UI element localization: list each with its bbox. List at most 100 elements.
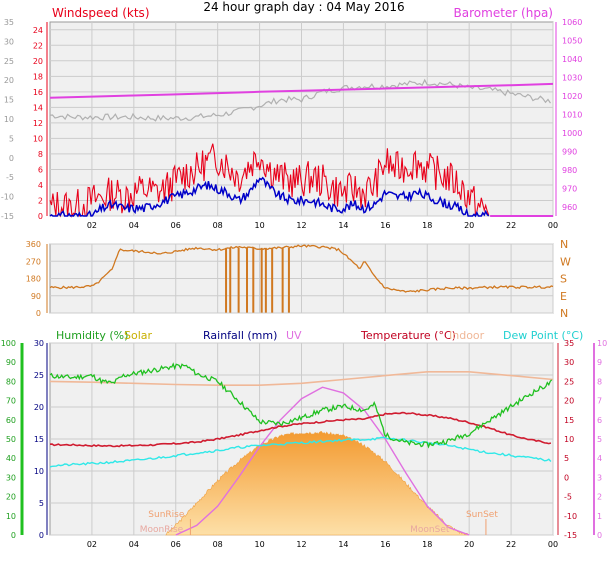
- dewpoint-axis-label: Dew Point (°C): [503, 329, 583, 342]
- rain-tick-label: 10: [34, 467, 44, 476]
- wind-tick-label: 20: [33, 57, 43, 66]
- wind-x-tick-label: 08: [213, 221, 223, 230]
- wind-x-tick-label: 18: [422, 221, 432, 230]
- temp-tick-label: 0: [564, 473, 569, 482]
- compass-label: S: [560, 273, 567, 286]
- wind-baro-panel: 024681012141618202224-15-10-505101520253…: [1, 6, 582, 230]
- compass-label: N: [560, 307, 568, 320]
- rain-tick-label: 20: [34, 403, 44, 412]
- baro-tick-label: 1020: [562, 92, 582, 101]
- uv-tick-label: 9: [597, 358, 602, 367]
- rain-tick-label: 0: [39, 531, 44, 540]
- indoor-label: Indoor: [449, 329, 485, 342]
- sunrise-annotation: SunRise: [148, 510, 185, 520]
- temp-tick-label: 15: [564, 416, 574, 425]
- humidity-series-line: [49, 362, 553, 449]
- temp-tick-label: -10: [564, 512, 577, 521]
- baro-tick-label: 1060: [562, 18, 582, 27]
- direction-series-group: [49, 244, 554, 313]
- baro-tick-label: 970: [562, 184, 577, 193]
- wind-x-tick-label: 14: [338, 221, 348, 230]
- uv-tick-label: 5: [597, 435, 602, 444]
- dir-tick-label: 0: [36, 309, 41, 318]
- wind-tick-label: 24: [33, 26, 43, 35]
- temp-tick-label: 30: [564, 358, 574, 367]
- compass-label: W: [560, 255, 571, 268]
- temperature-series-line: [49, 411, 552, 448]
- dir-tick-label: 90: [31, 292, 41, 301]
- humidity-tick-label: 60: [6, 416, 16, 425]
- moonrise-annotation: MoonRise: [140, 525, 184, 535]
- compass-label: E: [560, 290, 567, 303]
- temp-x-tick-label: 08: [213, 540, 223, 549]
- avg-wind-series-line: [49, 176, 490, 218]
- temp-tick-label: -5: [564, 493, 572, 502]
- temp-axes: 0510152025300102030405060708090100-15-10…: [1, 339, 607, 549]
- uv-tick-label: 1: [597, 512, 602, 521]
- humidity-tick-label: 50: [6, 435, 16, 444]
- wind-tick-label: 4: [38, 181, 43, 190]
- wind-axis-label: Windspeed (kts): [52, 6, 150, 20]
- temp-x-tick-label: 04: [129, 540, 139, 549]
- dir-tick-label: 360: [26, 240, 41, 249]
- humidity-tick-label: 30: [6, 473, 16, 482]
- dir-tick-label: 270: [26, 257, 41, 266]
- humidity-tick-label: 100: [1, 339, 16, 348]
- wind-x-tick-label: 12: [296, 221, 306, 230]
- temp-x-tick-label: 06: [171, 540, 181, 549]
- temp-tick-label: 20: [564, 397, 574, 406]
- uv-tick-label: 4: [597, 454, 602, 463]
- humidity-axis-label: Humidity (%): [56, 329, 128, 342]
- temp-series-group: [49, 362, 554, 536]
- wind-x-tick-label: 00: [548, 221, 558, 230]
- temperature-axis-label: Temperature (°C): [360, 329, 456, 342]
- outer-tick-label: -10: [1, 193, 14, 202]
- uv-tick-label: 6: [597, 416, 602, 425]
- solar-label: Solar: [124, 329, 153, 342]
- rain-tick-label: 15: [34, 435, 44, 444]
- wind-x-tick-label: 22: [506, 221, 516, 230]
- rainfall-axis-label: Rainfall (mm): [203, 329, 277, 342]
- wind-x-tick-label: 16: [380, 221, 390, 230]
- outer-tick-label: 15: [4, 96, 14, 105]
- baro-tick-label: 1000: [562, 129, 582, 138]
- uv-tick-label: 10: [597, 339, 607, 348]
- baro-tick-label: 960: [562, 203, 577, 212]
- humidity-tick-label: 40: [6, 454, 16, 463]
- temp-x-tick-label: 00: [548, 540, 558, 549]
- moonset-annotation: MoonSet: [410, 525, 450, 535]
- wind-x-tick-label: 04: [129, 221, 139, 230]
- wind-tick-label: 22: [33, 41, 43, 50]
- uv-tick-label: 2: [597, 493, 602, 502]
- dir-tick-label: 180: [26, 275, 41, 284]
- uv-tick-label: 8: [597, 377, 602, 386]
- direction-grid: [50, 243, 554, 314]
- barometer-series-line: [49, 82, 554, 99]
- uv-tick-label: 3: [597, 473, 602, 482]
- wind-series-group: [49, 78, 554, 218]
- humidity-tick-label: 70: [6, 397, 16, 406]
- outer-tick-label: 0: [9, 154, 14, 163]
- outer-tick-label: 20: [4, 76, 14, 85]
- outer-tick-label: 10: [4, 115, 14, 124]
- outer-tick-label: 5: [9, 134, 14, 143]
- temp-tick-label: 35: [564, 339, 574, 348]
- outer-tick-label: 35: [4, 18, 14, 27]
- humidity-tick-label: 0: [11, 531, 16, 540]
- baro-tick-label: 1010: [562, 110, 582, 119]
- wind-x-tick-label: 06: [171, 221, 181, 230]
- wind-x-tick-label: 02: [87, 221, 97, 230]
- baro-tick-label: 990: [562, 147, 577, 156]
- baro-tick-label: 1030: [562, 73, 582, 82]
- wind-tick-label: 10: [33, 134, 43, 143]
- humidity-tick-label: 80: [6, 377, 16, 386]
- temp-x-tick-label: 18: [422, 540, 432, 549]
- temp-tick-label: -15: [564, 531, 577, 540]
- baro-axis-label: Barometer (hpa): [454, 6, 553, 20]
- outer-tick-label: 25: [4, 57, 14, 66]
- outer-tick-label: -15: [1, 212, 14, 221]
- baro-tick-label: 980: [562, 166, 577, 175]
